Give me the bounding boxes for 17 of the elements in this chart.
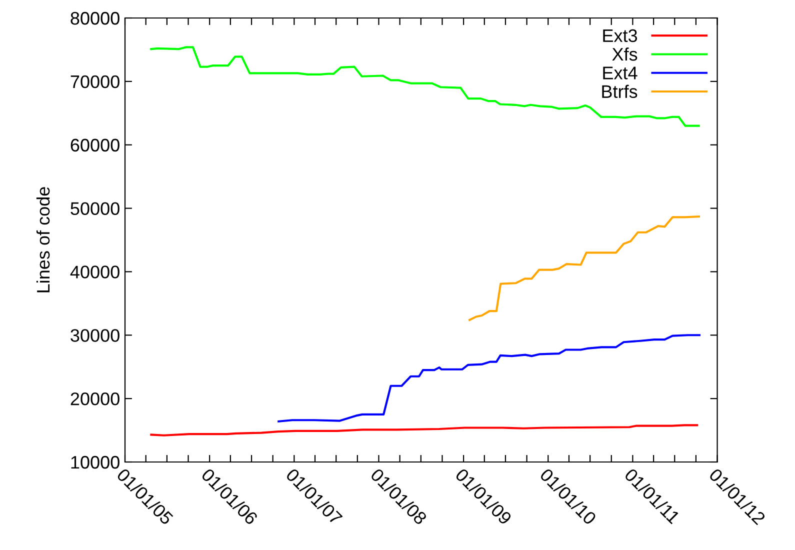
y-tick-label: 60000 [70,138,120,152]
y-tick-label: 80000 [70,12,120,25]
legend-label: Btrfs [602,84,638,98]
y-tick-label: 50000 [70,202,120,216]
legend-label: Ext4 [603,66,638,80]
line-series [468,215,700,321]
y-axis-title: Lines of code [36,187,50,292]
y-tick-label: 70000 [70,75,120,88]
line-series [150,46,700,127]
y-tick-label: 20000 [70,392,120,406]
y-tick-label: 10000 [71,456,120,469]
legend-label: Ext3 [603,29,638,42]
line-series [150,424,698,436]
legend-label: Xfs [612,47,638,61]
y-tick-label: 40000 [70,266,120,278]
y-tick-label: 30000 [70,329,120,342]
line-series [278,334,700,422]
